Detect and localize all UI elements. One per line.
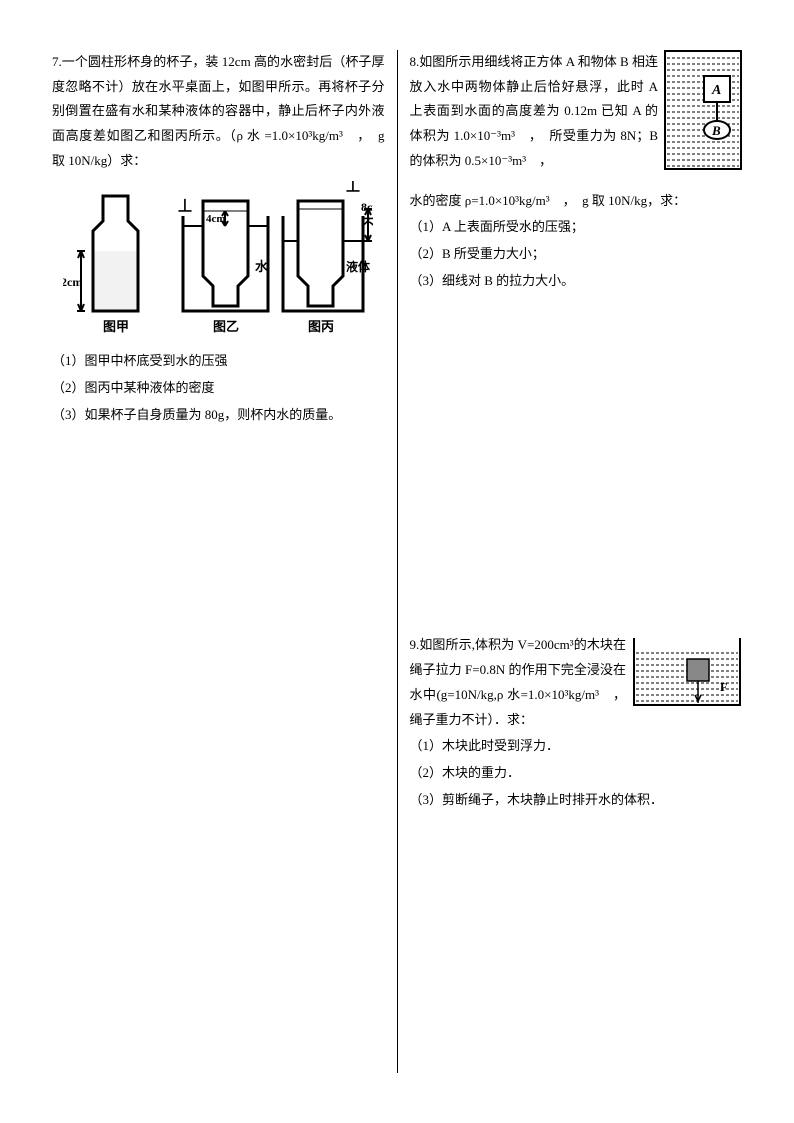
svg-text:液体: 液体 — [346, 259, 371, 274]
problem-8: A B 8.如图所示用细线将正方体 A 和物体 B 相连放入水中两物体静止后恰好… — [410, 50, 743, 293]
problem-8-sub1: （1）A 上表面所受水的压强； — [410, 215, 743, 240]
problem-7-sub2: （2）图丙中某种液体的密度 — [52, 376, 385, 401]
svg-text:图甲: 图甲 — [103, 319, 129, 334]
svg-text:图丙: 图丙 — [308, 319, 334, 334]
svg-text:图乙: 图乙 — [213, 319, 239, 334]
problem-7-sub1: （1）图甲中杯底受到水的压强 — [52, 349, 385, 374]
problem-7-figure: 12cm 图甲 — [52, 181, 385, 341]
svg-text:丄: 丄 — [346, 181, 360, 195]
svg-text:丄: 丄 — [178, 199, 192, 215]
problem-9-sub1: （1）木块此时受到浮力． — [410, 734, 743, 759]
problem-9-sub3: （3）剪断绳子，木块静止时排开水的体积． — [410, 788, 743, 813]
problem-8-sub2: （2）B 所受重力大小； — [410, 242, 743, 267]
svg-text:A: A — [711, 83, 721, 98]
problem-8-sub3: （3）细线对 B 的拉力大小。 — [410, 269, 743, 294]
svg-text:8cm: 8cm — [361, 200, 373, 214]
svg-text:不: 不 — [361, 217, 373, 233]
problem-7-text: 7.一个圆柱形杯身的杯子，装 12cm 高的水密封后（杯子厚度忽略不计）放在水平… — [52, 50, 385, 173]
problem-7-sub3: （3）如果杯子自身质量为 80g，则杯内水的质量。 — [52, 403, 385, 428]
svg-text:水: 水 — [255, 259, 269, 274]
svg-text:B: B — [711, 123, 721, 138]
problem-8-text2: 水的密度 ρ=1.0×10³kg/m³ ， g 取 10N/kg，求： — [410, 189, 743, 214]
problem-9: F 9.如图所示,体积为 V=200cm³的木块在绳子拉力 F=0.8N 的作用… — [410, 633, 743, 812]
svg-text:4cm: 4cm — [206, 213, 226, 225]
problem-8-figure: A B — [664, 50, 742, 179]
svg-text:F: F — [720, 680, 727, 694]
problem-7: 7.一个圆柱形杯身的杯子，装 12cm 高的水密封后（杯子厚度忽略不计）放在水平… — [52, 50, 385, 428]
svg-text:12cm: 12cm — [63, 275, 82, 289]
problem-9-sub2: （2）木块的重力． — [410, 761, 743, 786]
problem-9-figure: F — [632, 633, 742, 717]
